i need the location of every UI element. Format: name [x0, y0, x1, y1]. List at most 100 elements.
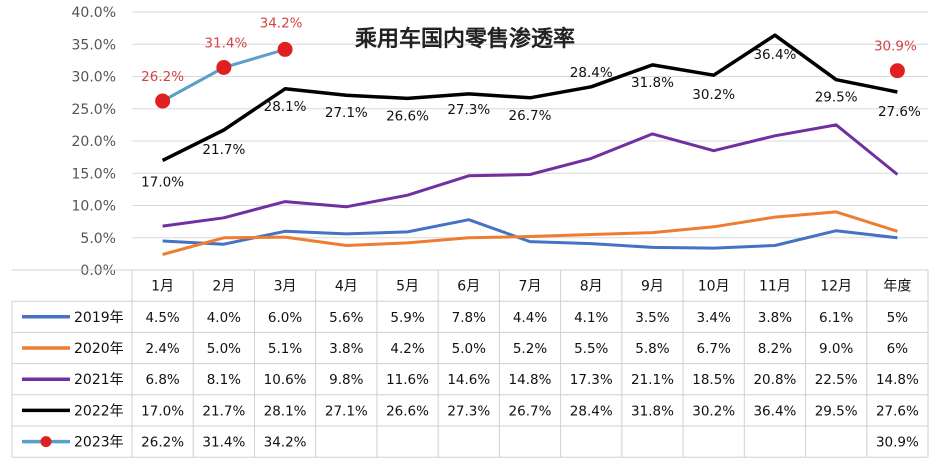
legend-label: 2019年	[74, 310, 124, 326]
table-cell: 2.4%	[145, 341, 179, 357]
x-tick-label: 5月	[396, 279, 419, 295]
table-cell: 8.1%	[207, 372, 241, 388]
x-tick-label: 3月	[274, 279, 297, 295]
table-cell: 20.8%	[753, 372, 796, 388]
table-cell: 26.6%	[386, 403, 429, 419]
table-cell: 27.3%	[447, 403, 490, 419]
table-cell: 26.2%	[141, 435, 184, 451]
y-tick-label: 15.0%	[72, 166, 116, 182]
x-tick-label: 2月	[212, 279, 235, 295]
table-cell: 21.1%	[631, 372, 674, 388]
x-tick-label: 年度	[883, 279, 911, 295]
y-tick-label: 5.0%	[80, 231, 116, 247]
data-label-2022: 27.1%	[325, 105, 368, 121]
data-label-2023: 34.2%	[260, 15, 303, 31]
y-tick-label: 20.0%	[72, 134, 116, 150]
table-cell: 11.6%	[386, 372, 429, 388]
table-cell: 6.7%	[697, 341, 731, 357]
table-cell: 8.2%	[758, 341, 792, 357]
series-line-2019年	[162, 218, 898, 250]
table-cell: 3.4%	[697, 310, 731, 326]
table-cell: 36.4%	[753, 403, 796, 419]
table-cell: 4.1%	[574, 310, 608, 326]
x-tick-label: 9月	[641, 279, 664, 295]
table-cell: 3.8%	[329, 341, 363, 357]
table-cell: 5.5%	[574, 341, 608, 357]
y-tick-label: 25.0%	[72, 102, 116, 118]
y-tick-label: 30.0%	[72, 70, 116, 86]
table-cell: 14.8%	[876, 372, 919, 388]
legend-marker-2023年	[40, 436, 52, 448]
data-label-2022: 30.2%	[692, 87, 735, 103]
table-cell: 34.2%	[264, 435, 307, 451]
table-cell: 6%	[887, 341, 909, 357]
data-point-2023	[889, 63, 905, 79]
data-label-2022: 29.5%	[815, 90, 858, 106]
table-cell: 26.7%	[509, 403, 552, 419]
table-cell: 3.5%	[635, 310, 669, 326]
table-cell: 27.6%	[876, 403, 919, 419]
table-cell: 6.1%	[819, 310, 853, 326]
table-cell: 17.3%	[570, 372, 613, 388]
data-point-2023	[216, 59, 232, 75]
table-cell: 31.8%	[631, 403, 674, 419]
table-cell: 5.0%	[207, 341, 241, 357]
table-cell: 5.0%	[452, 341, 486, 357]
y-tick-label: 40.0%	[72, 5, 116, 21]
x-tick-label: 6月	[457, 279, 480, 295]
table-cell: 9.8%	[329, 372, 363, 388]
table-cell: 22.5%	[815, 372, 858, 388]
x-tick-label: 8月	[580, 279, 603, 295]
data-label-2023: 31.4%	[204, 35, 247, 51]
data-label-2022: 17.0%	[141, 174, 184, 190]
x-tick-label: 11月	[759, 279, 791, 295]
table-cell: 5.1%	[268, 341, 302, 357]
y-tick-label: 10.0%	[72, 199, 116, 215]
table-cell: 3.8%	[758, 310, 792, 326]
table-cell: 10.6%	[264, 372, 307, 388]
table-cell: 6.8%	[145, 372, 179, 388]
data-label-2022: 28.1%	[264, 99, 307, 115]
table-cell: 29.5%	[815, 403, 858, 419]
table-cell: 14.8%	[509, 372, 552, 388]
table-cell: 28.4%	[570, 403, 613, 419]
data-label-2023: 26.2%	[141, 69, 184, 85]
table-cell: 5%	[887, 310, 909, 326]
table-cell: 18.5%	[692, 372, 735, 388]
table-cell: 4.2%	[390, 341, 424, 357]
x-tick-label: 7月	[519, 279, 542, 295]
data-label-2022: 27.6%	[878, 104, 921, 120]
table-cell: 21.7%	[202, 403, 245, 419]
table-cell: 31.4%	[202, 435, 245, 451]
table-cell: 4.4%	[513, 310, 547, 326]
table-cell: 5.2%	[513, 341, 547, 357]
table-cell: 17.0%	[141, 403, 184, 419]
table-cell: 5.8%	[635, 341, 669, 357]
series-line-2020年	[162, 210, 898, 256]
legend-label: 2023年	[74, 435, 124, 451]
table-cell: 7.8%	[452, 310, 486, 326]
data-label-2022: 26.7%	[509, 108, 552, 124]
data-label-2022: 31.8%	[631, 75, 674, 91]
x-tick-label: 12月	[820, 279, 852, 295]
legend-label: 2020年	[74, 341, 124, 357]
table-cell: 5.6%	[329, 310, 363, 326]
data-label-2022: 36.4%	[753, 47, 796, 63]
series-line-2021年	[162, 123, 899, 228]
table-cell: 30.9%	[876, 435, 919, 451]
legend-label: 2021年	[74, 372, 124, 388]
table-cell: 4.5%	[145, 310, 179, 326]
data-label-2023: 30.9%	[874, 39, 917, 55]
y-tick-label: 0.0%	[80, 263, 116, 279]
x-tick-label: 1月	[151, 279, 174, 295]
table-cell: 27.1%	[325, 403, 368, 419]
table-cell: 14.6%	[447, 372, 490, 388]
table-cell: 30.2%	[692, 403, 735, 419]
series-line-2022年	[161, 33, 898, 162]
table-cell: 5.9%	[390, 310, 424, 326]
data-label-2022: 21.7%	[202, 142, 245, 158]
data-point-2023	[155, 93, 171, 109]
table-cell: 28.1%	[264, 403, 307, 419]
y-tick-label: 35.0%	[72, 37, 116, 53]
